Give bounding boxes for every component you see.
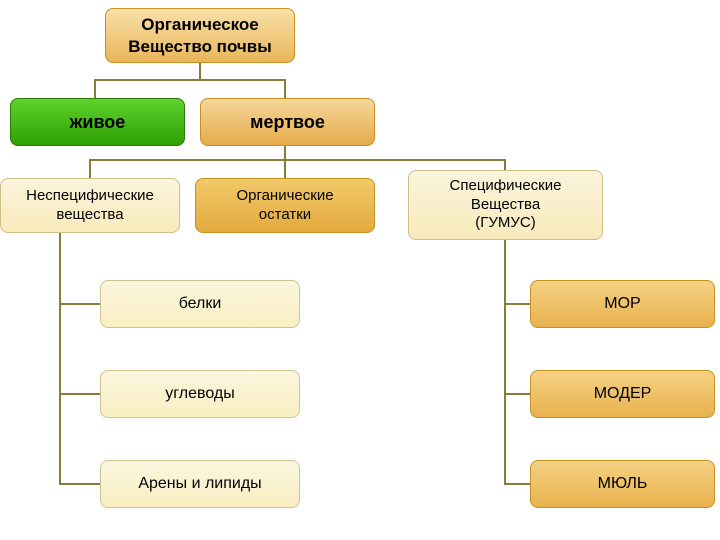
node-moder: МОДЕР — [530, 370, 715, 418]
connector-layer — [0, 0, 720, 540]
node-living: живое — [10, 98, 185, 146]
node-proteins: белки — [100, 280, 300, 328]
node-arenes: Арены и липиды — [100, 460, 300, 508]
node-organic-remains: Органическиеостатки — [195, 178, 375, 233]
node-specific-humus: СпецифическиеВещества(ГУМУС) — [408, 170, 603, 240]
node-mor: МОР — [530, 280, 715, 328]
node-mull: МЮЛЬ — [530, 460, 715, 508]
node-nonspecific: Неспецифическиевещества — [0, 178, 180, 233]
node-carbs: углеводы — [100, 370, 300, 418]
node-dead: мертвое — [200, 98, 375, 146]
node-root: ОрганическоеВещество почвы — [105, 8, 295, 63]
